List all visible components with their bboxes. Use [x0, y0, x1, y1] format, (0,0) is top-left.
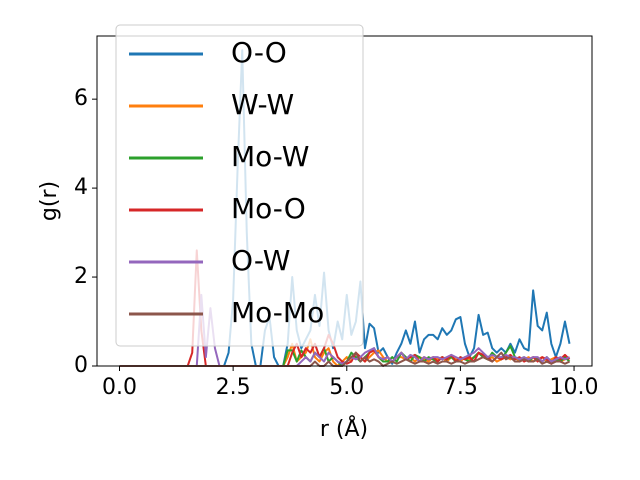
x-tick-label: 10.0 [550, 375, 599, 400]
legend-label: O-W [231, 244, 290, 277]
x-tick-label: 0.0 [102, 375, 137, 400]
y-tick-label: 6 [74, 86, 88, 111]
legend-label: O-O [231, 36, 287, 69]
y-axis-label: g(r) [37, 181, 62, 221]
legend-label: Mo-Mo [231, 296, 324, 329]
y-tick-label: 2 [74, 264, 88, 289]
y-tick-label: 4 [74, 175, 88, 200]
legend-label: W-W [231, 88, 294, 121]
legend-label: Mo-W [231, 140, 309, 173]
x-tick-label: 5.0 [329, 375, 364, 400]
x-axis-label: r (Å) [320, 415, 368, 442]
legend-label: Mo-O [231, 192, 306, 225]
y-tick-label: 0 [74, 353, 88, 378]
x-tick-label: 2.5 [216, 375, 251, 400]
x-tick-label: 7.5 [443, 375, 478, 400]
